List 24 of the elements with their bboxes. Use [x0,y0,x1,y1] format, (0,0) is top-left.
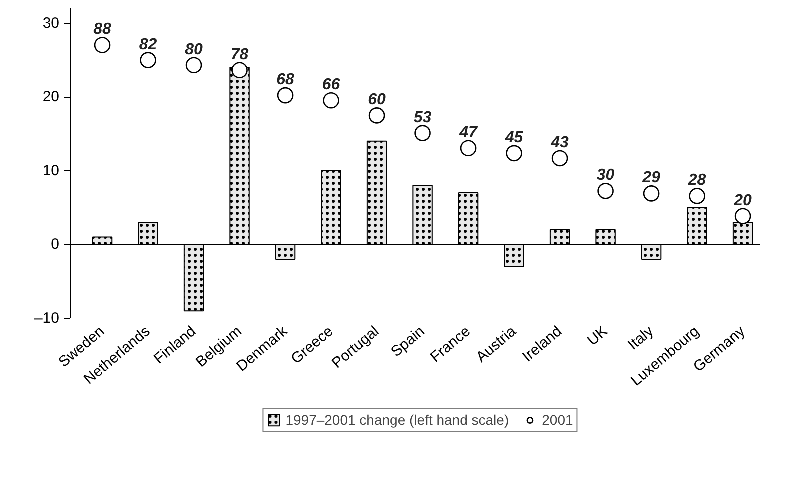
y-tick-label: 30 [42,14,60,32]
x-tick-label: UK [584,322,612,350]
data-label: 68 [276,72,295,89]
data-label: 47 [458,124,479,142]
data-label: 45 [504,129,524,146]
data-label: 53 [414,109,432,126]
legend-label: 1997–2001 change (left hand scale) [286,412,510,428]
data-label: 80 [185,41,204,58]
legend-label: 2001 [542,412,574,428]
y-tick-label: 20 [42,88,60,106]
data-label: 20 [733,192,752,210]
data-label: 66 [322,76,340,94]
y-tick-label: 0 [51,236,60,254]
y-tick-label: 10 [42,162,60,180]
data-label: 82 [139,36,158,54]
data-label: 28 [687,172,706,190]
data-label: 88 [94,21,112,38]
data-label: 43 [550,134,570,152]
data-label: 30 [596,167,615,184]
data-label: 60 [368,92,386,109]
y-tick-label: –10 [34,310,60,327]
data-label: 29 [642,170,661,187]
data-label: 78 [230,46,249,64]
point [232,62,248,79]
